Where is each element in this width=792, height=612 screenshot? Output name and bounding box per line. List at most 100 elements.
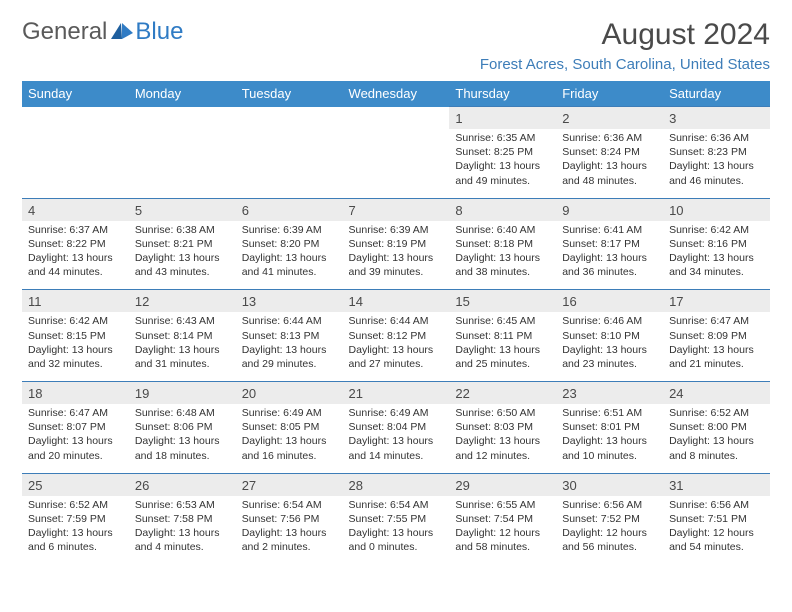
sunset-text: Sunset: 8:22 PM [28, 237, 123, 251]
daynum-row: 45678910 [22, 198, 770, 221]
daynum-row: 123 [22, 107, 770, 130]
detail-row: Sunrise: 6:35 AMSunset: 8:25 PMDaylight:… [22, 129, 770, 198]
day-number: 31 [663, 473, 770, 496]
daylight-text: Daylight: 13 hours [455, 251, 550, 265]
daylight-text: Daylight: 13 hours [349, 526, 444, 540]
sunrise-text: Sunrise: 6:39 AM [349, 223, 444, 237]
daylight-text2: and 20 minutes. [28, 449, 123, 463]
daylight-text: Daylight: 13 hours [28, 434, 123, 448]
day-cell: Sunrise: 6:51 AMSunset: 8:01 PMDaylight:… [556, 404, 663, 473]
daylight-text2: and 48 minutes. [562, 174, 657, 188]
sunset-text: Sunset: 8:04 PM [349, 420, 444, 434]
day-cell: Sunrise: 6:44 AMSunset: 8:12 PMDaylight:… [343, 312, 450, 381]
daylight-text2: and 56 minutes. [562, 540, 657, 554]
day-number: 9 [556, 198, 663, 221]
day-cell: Sunrise: 6:47 AMSunset: 8:07 PMDaylight:… [22, 404, 129, 473]
daylight-text2: and 10 minutes. [562, 449, 657, 463]
daylight-text2: and 6 minutes. [28, 540, 123, 554]
daylight-text2: and 36 minutes. [562, 265, 657, 279]
sunset-text: Sunset: 8:12 PM [349, 329, 444, 343]
sunrise-text: Sunrise: 6:47 AM [28, 406, 123, 420]
sunrise-text: Sunrise: 6:52 AM [669, 406, 764, 420]
daylight-text: Daylight: 13 hours [242, 434, 337, 448]
day-cell: Sunrise: 6:54 AMSunset: 7:56 PMDaylight:… [236, 496, 343, 565]
sunrise-text: Sunrise: 6:45 AM [455, 314, 550, 328]
daylight-text2: and 46 minutes. [669, 174, 764, 188]
sunset-text: Sunset: 8:05 PM [242, 420, 337, 434]
daylight-text2: and 31 minutes. [135, 357, 230, 371]
daylight-text: Daylight: 13 hours [242, 526, 337, 540]
daylight-text2: and 8 minutes. [669, 449, 764, 463]
daylight-text2: and 49 minutes. [455, 174, 550, 188]
sunrise-text: Sunrise: 6:55 AM [455, 498, 550, 512]
day-cell: Sunrise: 6:42 AMSunset: 8:15 PMDaylight:… [22, 312, 129, 381]
day-cell [343, 129, 450, 198]
day-number: 8 [449, 198, 556, 221]
daylight-text: Daylight: 13 hours [349, 343, 444, 357]
day-number: 24 [663, 382, 770, 405]
daylight-text2: and 58 minutes. [455, 540, 550, 554]
daylight-text2: and 14 minutes. [349, 449, 444, 463]
sunset-text: Sunset: 8:15 PM [28, 329, 123, 343]
sunset-text: Sunset: 8:07 PM [28, 420, 123, 434]
sunset-text: Sunset: 7:52 PM [562, 512, 657, 526]
daylight-text2: and 27 minutes. [349, 357, 444, 371]
day-number: 26 [129, 473, 236, 496]
day-cell: Sunrise: 6:47 AMSunset: 8:09 PMDaylight:… [663, 312, 770, 381]
day-cell: Sunrise: 6:54 AMSunset: 7:55 PMDaylight:… [343, 496, 450, 565]
month-title: August 2024 [480, 18, 770, 52]
daylight-text2: and 29 minutes. [242, 357, 337, 371]
daylight-text: Daylight: 13 hours [135, 526, 230, 540]
daylight-text: Daylight: 13 hours [562, 159, 657, 173]
daylight-text: Daylight: 13 hours [349, 434, 444, 448]
brand-part1: General [22, 18, 107, 46]
sunrise-text: Sunrise: 6:36 AM [669, 131, 764, 145]
detail-row: Sunrise: 6:42 AMSunset: 8:15 PMDaylight:… [22, 312, 770, 381]
daylight-text2: and 54 minutes. [669, 540, 764, 554]
day-number: 13 [236, 290, 343, 313]
weekday-sunday: Sunday [22, 81, 129, 107]
brand-mark-icon [111, 18, 133, 46]
day-cell: Sunrise: 6:55 AMSunset: 7:54 PMDaylight:… [449, 496, 556, 565]
detail-row: Sunrise: 6:52 AMSunset: 7:59 PMDaylight:… [22, 496, 770, 565]
day-cell: Sunrise: 6:39 AMSunset: 8:20 PMDaylight:… [236, 221, 343, 290]
daylight-text2: and 18 minutes. [135, 449, 230, 463]
daylight-text: Daylight: 13 hours [562, 343, 657, 357]
sunrise-text: Sunrise: 6:39 AM [242, 223, 337, 237]
sunrise-text: Sunrise: 6:54 AM [242, 498, 337, 512]
daylight-text2: and 16 minutes. [242, 449, 337, 463]
day-number [22, 107, 129, 130]
sunrise-text: Sunrise: 6:44 AM [349, 314, 444, 328]
day-cell: Sunrise: 6:36 AMSunset: 8:23 PMDaylight:… [663, 129, 770, 198]
daylight-text: Daylight: 13 hours [669, 251, 764, 265]
day-number: 22 [449, 382, 556, 405]
daylight-text2: and 25 minutes. [455, 357, 550, 371]
day-number: 4 [22, 198, 129, 221]
day-number: 15 [449, 290, 556, 313]
sunrise-text: Sunrise: 6:37 AM [28, 223, 123, 237]
weekday-wednesday: Wednesday [343, 81, 450, 107]
location-text: Forest Acres, South Carolina, United Sta… [480, 56, 770, 73]
sunset-text: Sunset: 8:18 PM [455, 237, 550, 251]
sunset-text: Sunset: 7:51 PM [669, 512, 764, 526]
sunset-text: Sunset: 8:11 PM [455, 329, 550, 343]
day-number: 10 [663, 198, 770, 221]
day-cell: Sunrise: 6:56 AMSunset: 7:51 PMDaylight:… [663, 496, 770, 565]
sunrise-text: Sunrise: 6:43 AM [135, 314, 230, 328]
day-number: 5 [129, 198, 236, 221]
weekday-tuesday: Tuesday [236, 81, 343, 107]
sunset-text: Sunset: 7:55 PM [349, 512, 444, 526]
daylight-text2: and 21 minutes. [669, 357, 764, 371]
day-cell: Sunrise: 6:52 AMSunset: 7:59 PMDaylight:… [22, 496, 129, 565]
sunset-text: Sunset: 7:54 PM [455, 512, 550, 526]
day-number: 17 [663, 290, 770, 313]
header: General Blue August 2024 Forest Acres, S… [22, 18, 770, 73]
day-cell: Sunrise: 6:49 AMSunset: 8:04 PMDaylight:… [343, 404, 450, 473]
daylight-text: Daylight: 13 hours [669, 343, 764, 357]
daylight-text2: and 41 minutes. [242, 265, 337, 279]
day-number: 16 [556, 290, 663, 313]
day-cell [129, 129, 236, 198]
sunrise-text: Sunrise: 6:54 AM [349, 498, 444, 512]
weekday-friday: Friday [556, 81, 663, 107]
day-cell: Sunrise: 6:35 AMSunset: 8:25 PMDaylight:… [449, 129, 556, 198]
